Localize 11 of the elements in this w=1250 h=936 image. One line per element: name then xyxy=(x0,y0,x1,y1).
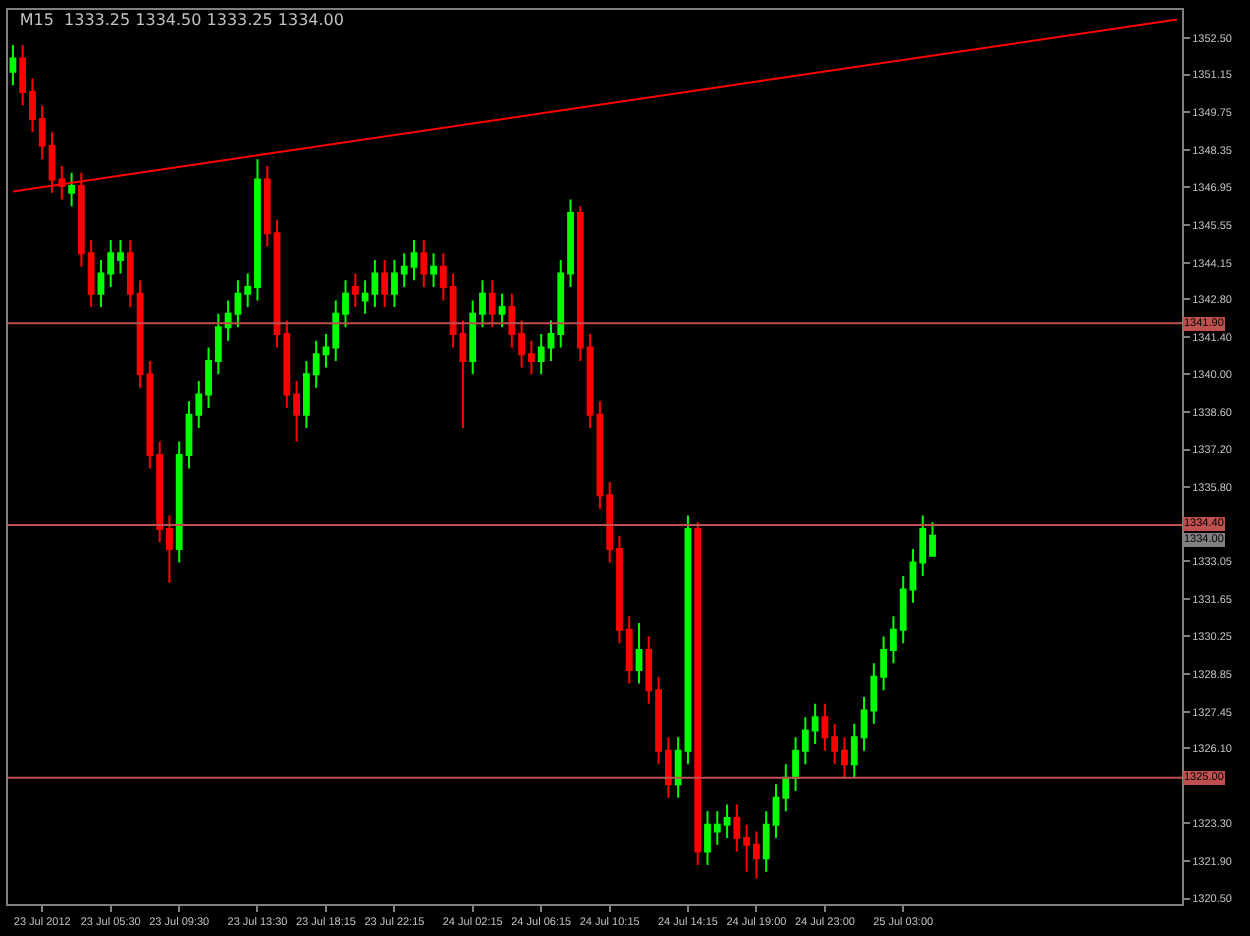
candlestick xyxy=(635,622,643,685)
candlestick xyxy=(498,292,506,329)
chart-title: M15 1333.25 1334.50 1333.25 1334.00 xyxy=(19,11,344,30)
candlestick xyxy=(488,279,496,329)
candlestick xyxy=(381,259,389,309)
candlestick xyxy=(694,521,702,867)
candlestick xyxy=(351,272,359,309)
candlestick xyxy=(430,252,437,288)
candlestick xyxy=(420,238,428,288)
candlestick xyxy=(9,43,17,87)
candlestick xyxy=(68,171,75,208)
